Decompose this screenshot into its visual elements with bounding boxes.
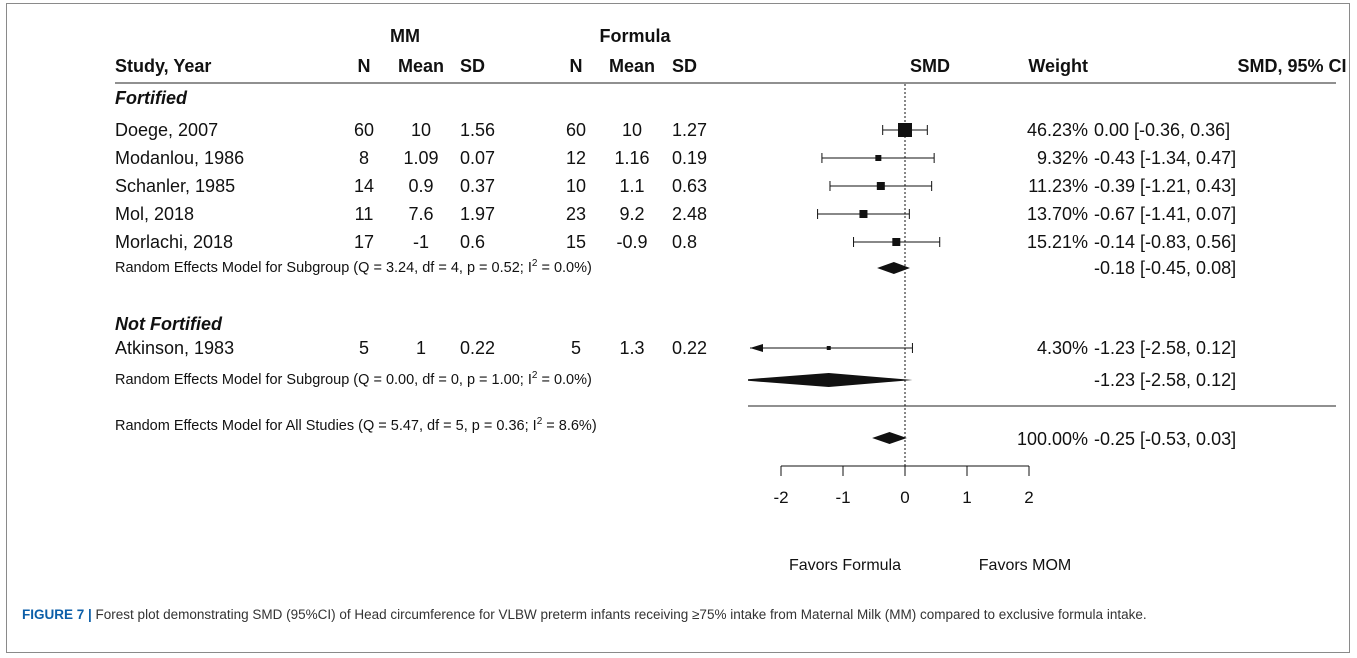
study-4-weight: 13.70% xyxy=(1027,204,1088,224)
x-tick-label-0: -2 xyxy=(773,488,788,507)
overall-ci-text: -0.25 [-0.53, 0.03] xyxy=(1094,429,1236,449)
subgroup-not-fortified-model-ci: -1.23 [-2.58, 0.12] xyxy=(1094,370,1236,390)
study-4-label: Mol, 2018 xyxy=(115,204,194,224)
overall-diamond xyxy=(872,432,907,444)
study-1-mm-sd: 1.56 xyxy=(460,120,495,140)
study-1-f-n: 60 xyxy=(566,120,586,140)
study-4-f-mean: 9.2 xyxy=(619,204,644,224)
forest-plot: MM Formula Study, Year N Mean SD N Mean … xyxy=(115,26,1347,574)
study-6-label: Atkinson, 1983 xyxy=(115,338,234,358)
forest-marks xyxy=(748,84,1336,470)
study-6-f-mean: 1.3 xyxy=(619,338,644,358)
study-5-mm-n: 17 xyxy=(354,232,374,252)
study-2-f-mean: 1.16 xyxy=(614,148,649,168)
study-4-f-sd: 2.48 xyxy=(672,204,707,224)
study-3-mm-mean: 0.9 xyxy=(408,176,433,196)
study-3-weight: 11.23% xyxy=(1028,176,1088,196)
study-1-mm-mean: 10 xyxy=(411,120,431,140)
header-weight: Weight xyxy=(1028,56,1088,76)
subgroup-fortified-model-label: Random Effects Model for Subgroup (Q = 3… xyxy=(115,258,592,276)
favors-right-label: Favors MOM xyxy=(979,557,1071,574)
study-5-label: Morlachi, 2018 xyxy=(115,232,233,252)
study-3-label: Schanler, 1985 xyxy=(115,176,235,196)
study-5-mm-mean: -1 xyxy=(413,232,429,252)
study-5-weight: 15.21% xyxy=(1027,232,1088,252)
subgroup-fortified-model-ci: -0.18 [-0.45, 0.08] xyxy=(1094,258,1236,278)
x-axis: -2 -1 0 1 2 Favors Formula Favors MOM xyxy=(773,465,1071,574)
study-6-ci-text: -1.23 [-2.58, 0.12] xyxy=(1094,338,1236,358)
study-3-mm-n: 14 xyxy=(354,176,374,196)
study-5-point xyxy=(892,238,901,246)
header-smd: SMD xyxy=(910,56,950,76)
study-4-ci-text: -0.67 [-1.41, 0.07] xyxy=(1094,204,1236,224)
x-tick-label-3: 1 xyxy=(962,488,971,507)
header-ci: SMD, 95% CI xyxy=(1237,56,1346,76)
study-1-weight: 46.23% xyxy=(1027,120,1088,140)
x-tick-label-1: -1 xyxy=(835,488,850,507)
study-6-f-sd: 0.22 xyxy=(672,338,707,358)
study-3-f-n: 10 xyxy=(566,176,586,196)
header-group-mm: MM xyxy=(390,26,420,46)
header-f-mean: Mean xyxy=(609,56,655,76)
study-2-f-n: 12 xyxy=(566,148,586,168)
study-2-f-sd: 0.19 xyxy=(672,148,707,168)
study-4-mm-n: 11 xyxy=(355,204,374,224)
subgroup-fortified-diamond xyxy=(877,262,910,274)
table-rows: Fortified Doege, 2007 60 10 1.56 60 10 1.27 46.2… xyxy=(115,88,1236,449)
header-mm-mean: Mean xyxy=(398,56,444,76)
overall-model-label: Random Effects Model for All Studies (Q … xyxy=(115,416,597,434)
subgroup-not-fortified-diamond xyxy=(748,373,913,387)
study-6-mm-n: 5 xyxy=(359,338,369,358)
study-2-mm-n: 8 xyxy=(359,148,369,168)
header-study: Study, Year xyxy=(115,56,211,76)
subgroup-fortified-heading: Fortified xyxy=(115,88,188,108)
figure-label: FIGURE 7 | xyxy=(22,607,92,622)
study-2-weight: 9.32% xyxy=(1037,148,1088,168)
x-tick-label-2: 0 xyxy=(900,488,909,507)
study-4-f-n: 23 xyxy=(566,204,586,224)
x-tick-label-4: 2 xyxy=(1024,488,1033,507)
study-5-f-n: 15 xyxy=(566,232,586,252)
study-6-ci-arrow xyxy=(750,344,763,352)
study-1-mm-n: 60 xyxy=(354,120,374,140)
study-6-weight: 4.30% xyxy=(1037,338,1088,358)
header-f-n: N xyxy=(570,56,583,76)
favors-left-label: Favors Formula xyxy=(789,557,901,574)
study-5-f-sd: 0.8 xyxy=(672,232,697,252)
caption-text: Forest plot demonstrating SMD (95%CI) of… xyxy=(91,607,1147,622)
figure-caption: FIGURE 7 | Forest plot demonstrating SMD… xyxy=(22,605,1342,625)
study-2-ci-text: -0.43 [-1.34, 0.47] xyxy=(1094,148,1236,168)
study-4-mm-mean: 7.6 xyxy=(408,204,433,224)
study-5-f-mean: -0.9 xyxy=(616,232,647,252)
study-1-label: Doege, 2007 xyxy=(115,120,218,140)
subgroup-not-fortified-model-label: Random Effects Model for Subgroup (Q = 0… xyxy=(115,370,592,388)
study-5-ci-text: -0.14 [-0.83, 0.56] xyxy=(1094,232,1236,252)
study-1-f-mean: 10 xyxy=(622,120,642,140)
header-mm-n: N xyxy=(358,56,371,76)
header-group-formula: Formula xyxy=(599,26,671,46)
study-6-mm-mean: 1 xyxy=(416,338,426,358)
header-mm-sd: SD xyxy=(460,56,485,76)
study-3-point xyxy=(876,182,885,190)
study-3-f-mean: 1.1 xyxy=(619,176,644,196)
study-5-mm-sd: 0.6 xyxy=(460,232,485,252)
header-f-sd: SD xyxy=(672,56,697,76)
overall-weight: 100.00% xyxy=(1017,429,1088,449)
study-1-ci-text: 0.00 [-0.36, 0.36] xyxy=(1094,120,1230,140)
study-3-mm-sd: 0.37 xyxy=(460,176,495,196)
study-6-point xyxy=(826,346,831,350)
subgroup-not-fortified-heading: Not Fortified xyxy=(115,314,223,334)
study-2-label: Modanlou, 1986 xyxy=(115,148,244,168)
study-3-ci-text: -0.39 [-1.21, 0.43] xyxy=(1094,176,1236,196)
study-6-mm-sd: 0.22 xyxy=(460,338,495,358)
figure-frame xyxy=(6,3,1350,653)
study-1-f-sd: 1.27 xyxy=(672,120,707,140)
study-2-mm-sd: 0.07 xyxy=(460,148,495,168)
study-4-mm-sd: 1.97 xyxy=(460,204,495,224)
study-4-point xyxy=(859,210,868,218)
study-6-f-n: 5 xyxy=(571,338,581,358)
study-2-mm-mean: 1.09 xyxy=(403,148,438,168)
study-3-f-sd: 0.63 xyxy=(672,176,707,196)
study-2-point xyxy=(875,155,882,161)
